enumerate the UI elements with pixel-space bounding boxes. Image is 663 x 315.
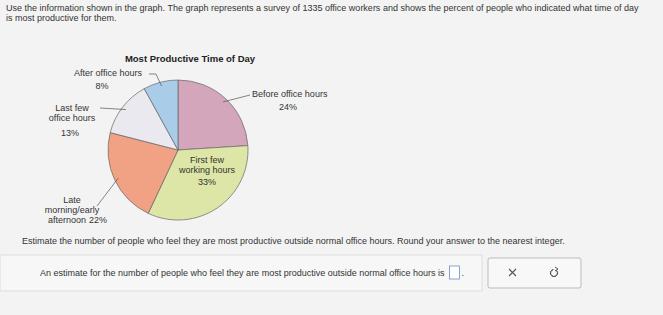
answer-prompt: An estimate for the number of people who…	[40, 268, 445, 278]
slice-label: Before office hours	[252, 89, 328, 99]
page: Use the information shown in the graph. …	[0, 0, 663, 315]
intro-text: is most productive for them.	[6, 13, 117, 23]
pie-slice	[144, 80, 178, 150]
slice-label: First fewworking hours	[178, 155, 236, 175]
button-panel	[488, 258, 581, 288]
slice-label: After office hours	[74, 68, 142, 78]
data-label: 33%	[198, 177, 216, 187]
question-text: Estimate the number of people who feel t…	[22, 236, 565, 246]
leader-line	[149, 74, 162, 86]
leader-line	[97, 178, 118, 206]
answer-end: .	[462, 268, 465, 278]
clear-button[interactable]	[509, 269, 516, 276]
leader-line	[223, 95, 250, 102]
data-label: 22%	[89, 215, 107, 225]
answer-panel	[0, 255, 482, 291]
data-label: 24%	[279, 102, 297, 112]
answer-input[interactable]	[450, 266, 460, 279]
data-label: 8%	[95, 81, 108, 91]
data-label: 13%	[61, 128, 79, 138]
chart-title: Most Productive Time of Day	[125, 53, 256, 64]
pie-slice	[178, 80, 248, 150]
undo-arrow	[555, 267, 558, 271]
slice-label: Last fewoffice hours	[49, 103, 96, 123]
leader-line	[100, 108, 126, 110]
intro-text: Use the information shown in the graph. …	[6, 3, 639, 13]
